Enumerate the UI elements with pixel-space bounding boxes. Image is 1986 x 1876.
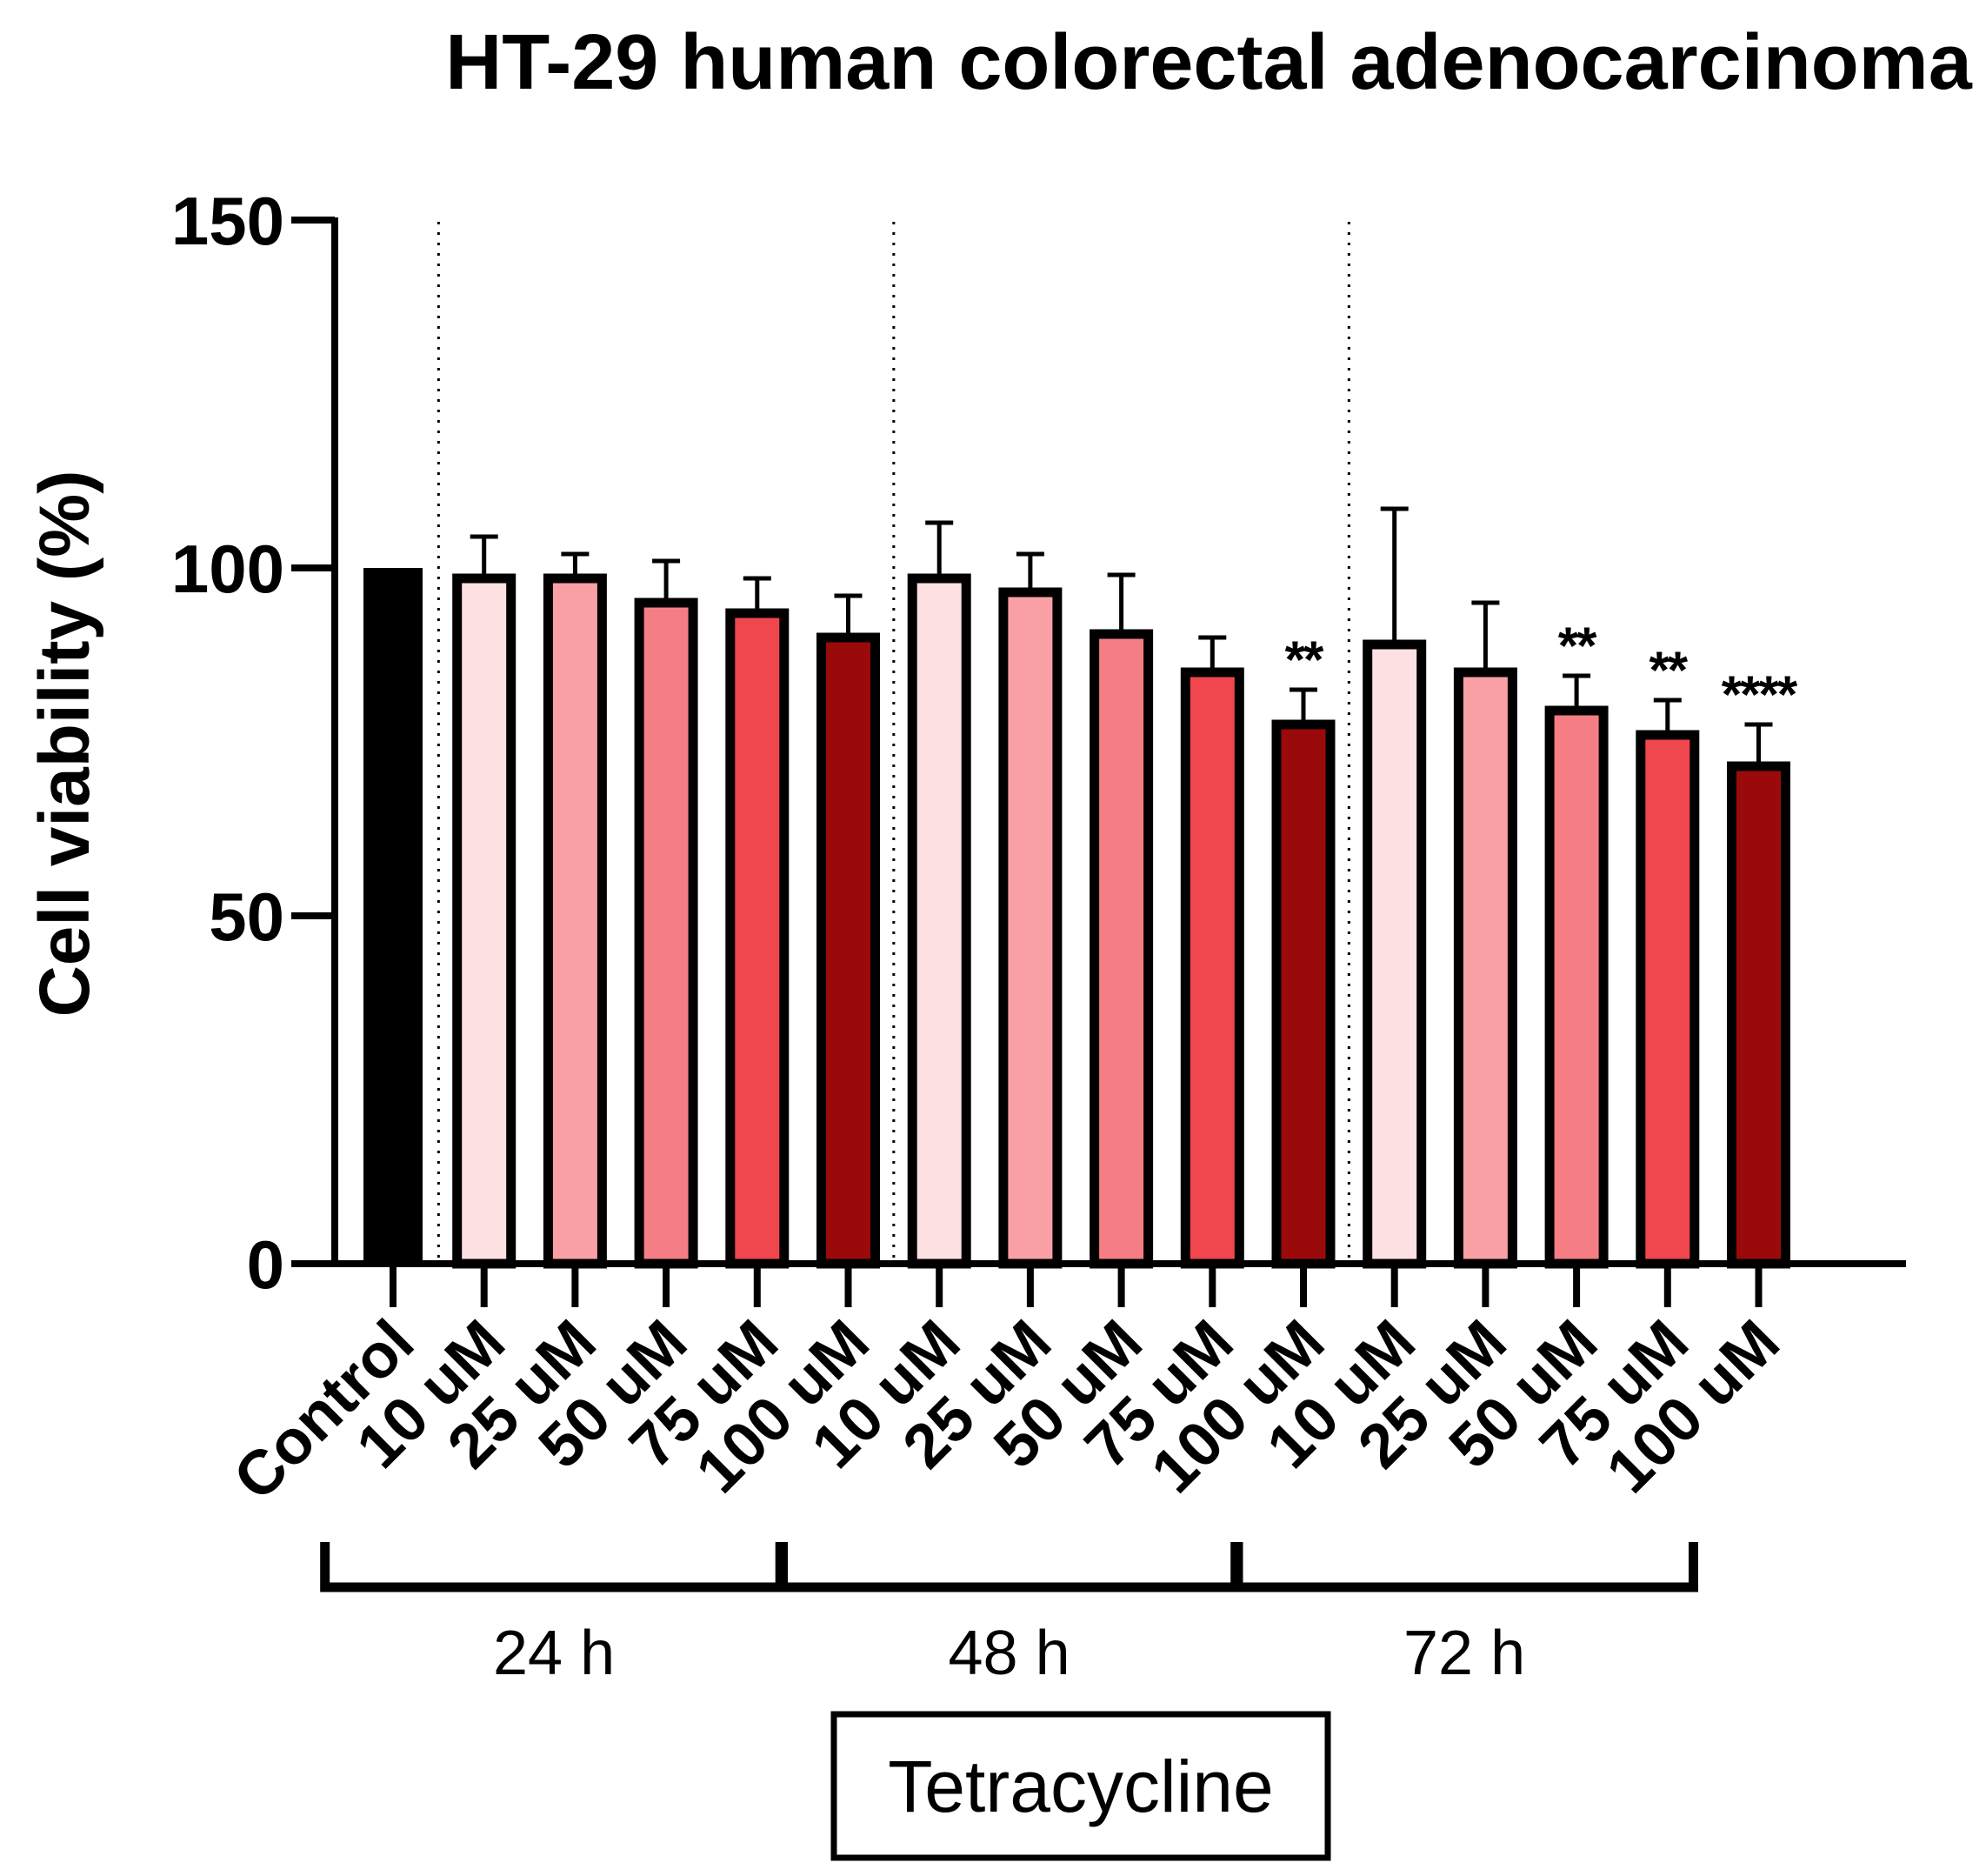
bar <box>1180 667 1244 1269</box>
bar <box>907 573 971 1269</box>
group-label: 24 h <box>493 1619 615 1688</box>
bar <box>1090 629 1154 1269</box>
y-tick-label: 0 <box>247 1226 284 1303</box>
group-bracket <box>775 1542 1243 1592</box>
significance-marker: **** <box>1722 665 1798 724</box>
bar <box>998 587 1063 1269</box>
group-bracket <box>1230 1542 1698 1592</box>
bar <box>1636 730 1700 1269</box>
bar <box>725 608 790 1269</box>
treatment-label: Tetracycline <box>888 1746 1274 1827</box>
significance-marker: ** <box>1285 631 1324 689</box>
bar <box>1727 761 1790 1269</box>
y-tick-label: 150 <box>171 183 284 259</box>
bar <box>543 573 607 1269</box>
bar <box>452 573 516 1269</box>
group-bracket <box>320 1542 788 1592</box>
bar <box>1363 639 1427 1269</box>
y-tick-label: 50 <box>209 878 284 955</box>
bar <box>363 568 423 1264</box>
significance-marker: ** <box>1649 641 1688 699</box>
group-label: 72 h <box>1403 1619 1525 1688</box>
bar <box>1544 705 1609 1269</box>
bar <box>1271 719 1336 1269</box>
significance-marker: ** <box>1558 617 1597 675</box>
y-axis-label: Cell viability (%) <box>25 471 104 1018</box>
group-label: 48 h <box>949 1619 1070 1688</box>
treatment-box <box>830 1711 1331 1861</box>
bar <box>1453 667 1517 1269</box>
bar <box>816 632 880 1269</box>
bar <box>634 598 698 1269</box>
y-tick-label: 100 <box>171 531 284 607</box>
chart-title: HT-29 human colorectal adenocarcinoma <box>445 19 1972 106</box>
